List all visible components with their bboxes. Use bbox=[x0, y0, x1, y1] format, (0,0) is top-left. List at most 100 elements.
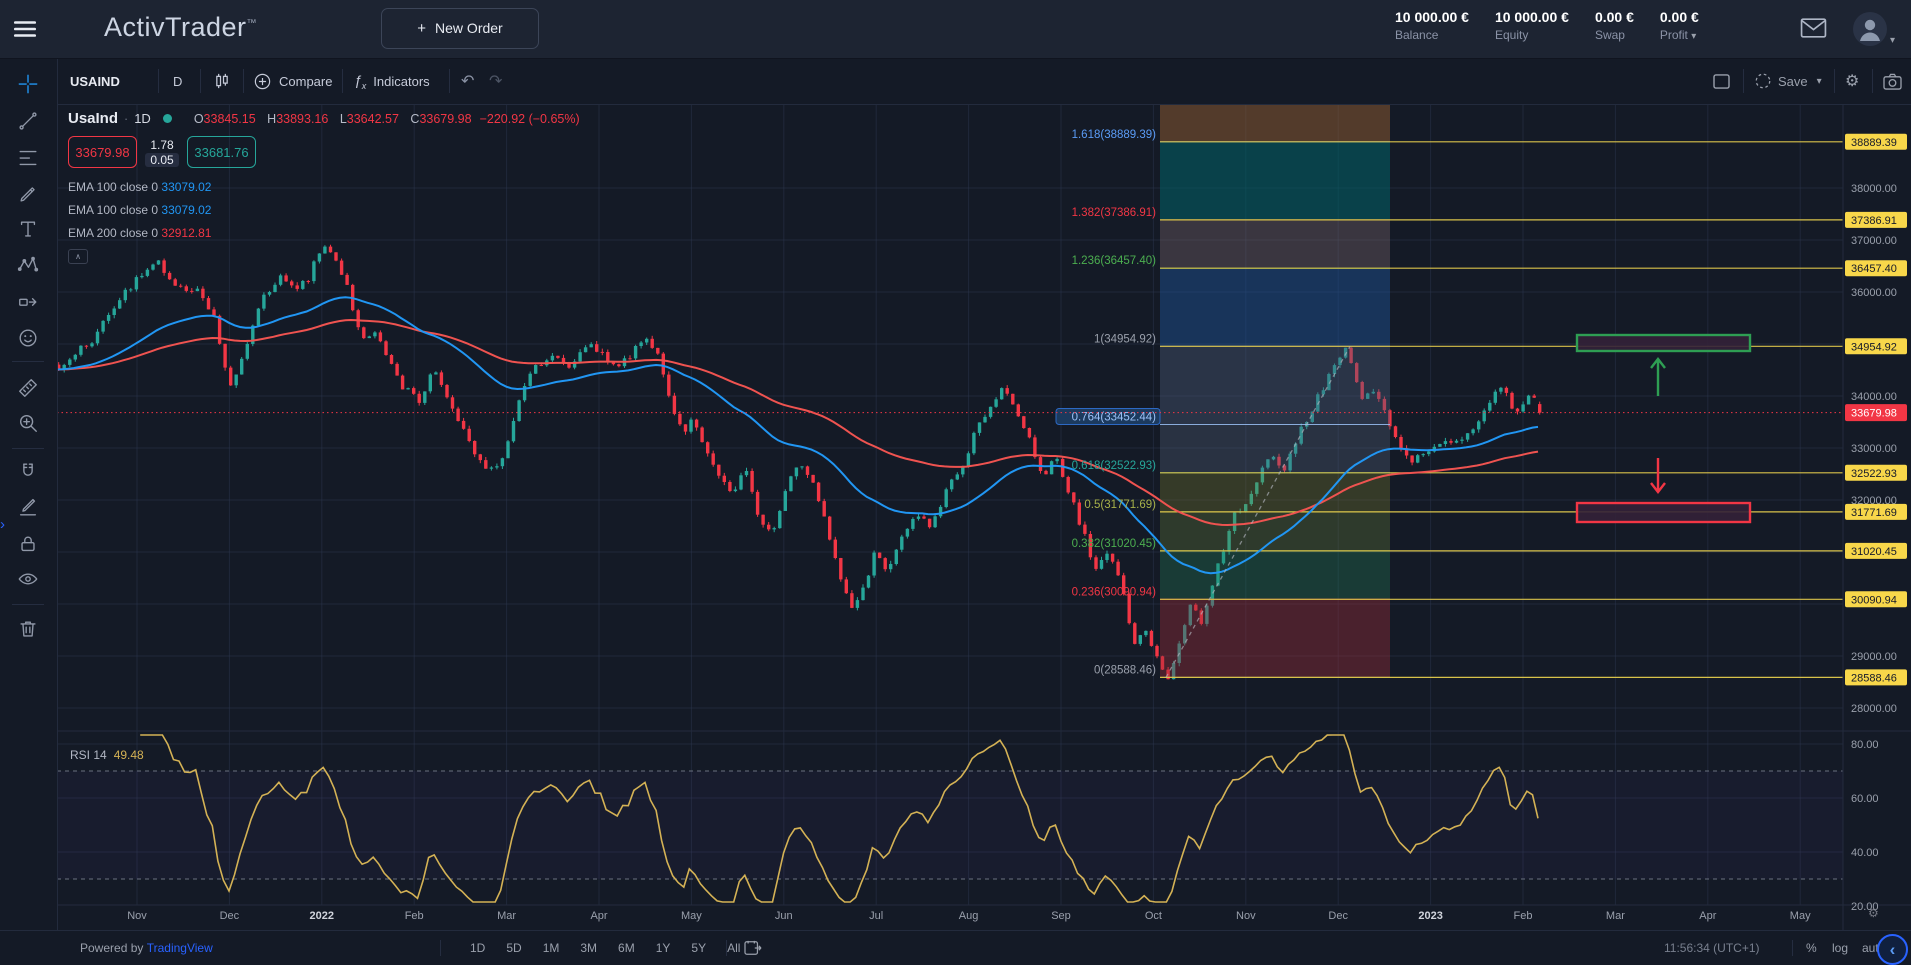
svg-text:Nov: Nov bbox=[127, 910, 147, 922]
clock[interactable]: 11:56:34 (UTC+1) bbox=[1664, 931, 1760, 965]
svg-text:32522.93: 32522.93 bbox=[1851, 468, 1897, 480]
emoji-icon[interactable] bbox=[14, 324, 42, 352]
svg-text:34000.00: 34000.00 bbox=[1851, 391, 1897, 403]
price-axis[interactable]: 38000.0037000.0036000.0034000.0033000.00… bbox=[1845, 134, 1907, 913]
svg-text:0.236(30090.94): 0.236(30090.94) bbox=[1072, 586, 1157, 598]
brush-icon[interactable] bbox=[14, 180, 42, 208]
svg-text:36000.00: 36000.00 bbox=[1851, 287, 1897, 299]
panel-expand-icon[interactable]: › bbox=[0, 516, 5, 533]
symbol-button[interactable]: USAIND bbox=[70, 58, 120, 104]
svg-text:Feb: Feb bbox=[1514, 910, 1533, 922]
equity-stat: 10 000.00 €Equity bbox=[1495, 9, 1569, 42]
indicator-legend: EMA 100 close 0 33079.02 EMA 100 close 0… bbox=[68, 176, 580, 245]
bottom-bar: Powered by TradingView 1D 5D 1M 3M 6M 1Y… bbox=[0, 930, 1911, 965]
divider bbox=[12, 604, 44, 605]
trade-zones[interactable] bbox=[1577, 335, 1750, 522]
goto-date-icon[interactable] bbox=[744, 931, 762, 965]
axis-settings-gear-icon[interactable]: ⚙ bbox=[1868, 906, 1879, 920]
svg-text:31771.69: 31771.69 bbox=[1851, 507, 1897, 519]
new-order-button[interactable]: +New Order bbox=[381, 8, 539, 49]
rsi-legend[interactable]: RSI 1449.48 bbox=[70, 748, 144, 762]
range-3m[interactable]: 3M bbox=[580, 941, 597, 955]
log-scale-button[interactable]: log bbox=[1832, 931, 1848, 965]
indicators-button[interactable]: ƒx Indicators bbox=[354, 58, 430, 104]
avatar[interactable]: ▾ bbox=[1852, 11, 1888, 47]
svg-text:Nov: Nov bbox=[1236, 910, 1256, 922]
drawing-toolbar bbox=[0, 58, 58, 930]
collapse-legend-button[interactable]: ∧ bbox=[68, 249, 88, 264]
percent-scale-button[interactable]: % bbox=[1806, 931, 1817, 965]
svg-text:36457.40: 36457.40 bbox=[1851, 263, 1897, 275]
range-all[interactable]: All bbox=[727, 941, 740, 955]
range-1d[interactable]: 1D bbox=[470, 941, 485, 955]
text-icon[interactable] bbox=[14, 215, 42, 243]
magnet-icon[interactable] bbox=[14, 458, 42, 486]
layout-icon[interactable] bbox=[1713, 58, 1730, 104]
chart-style-button[interactable] bbox=[212, 58, 232, 104]
svg-text:80.00: 80.00 bbox=[1851, 739, 1879, 751]
ema-row[interactable]: EMA 100 close 0 33079.02 bbox=[68, 199, 580, 222]
buy-button[interactable]: 33681.76 bbox=[187, 136, 256, 168]
mail-icon[interactable] bbox=[1800, 17, 1827, 39]
tradingview-link[interactable]: TradingView bbox=[147, 941, 213, 955]
separator: · bbox=[124, 112, 128, 126]
balance-stat: 10 000.00 €Balance bbox=[1395, 9, 1469, 42]
time-axis[interactable]: NovDec2022FebMarAprMayJunJulAugSepOctNov… bbox=[127, 910, 1811, 922]
menu-icon[interactable] bbox=[12, 16, 38, 42]
svg-text:May: May bbox=[681, 910, 702, 922]
undo-icon[interactable]: ↶ bbox=[461, 58, 474, 104]
svg-text:60.00: 60.00 bbox=[1851, 793, 1879, 805]
profit-stat[interactable]: 0.00 € Profit ▾ bbox=[1660, 9, 1699, 42]
rsi-band bbox=[57, 771, 1843, 879]
trash-icon[interactable] bbox=[14, 615, 42, 643]
ema-row[interactable]: EMA 100 close 0 33079.02 bbox=[68, 176, 580, 199]
svg-text:Mar: Mar bbox=[1606, 910, 1625, 922]
svg-text:28000.00: 28000.00 bbox=[1851, 703, 1897, 715]
spread: 1.78 0.05 bbox=[137, 138, 187, 167]
symbol-title[interactable]: UsaInd bbox=[68, 110, 118, 127]
settings-gear-icon[interactable]: ⚙ bbox=[1845, 58, 1859, 104]
range-5y[interactable]: 5Y bbox=[691, 941, 706, 955]
zoom-in-icon[interactable] bbox=[14, 409, 42, 437]
lock-icon[interactable] bbox=[14, 530, 42, 558]
activtrader-app: 1.618(38889.39)1.382(37386.91)1.236(3645… bbox=[0, 0, 1911, 965]
save-button[interactable]: Save ▾ bbox=[1754, 58, 1822, 104]
app-logo: ActivTrader™ bbox=[104, 12, 257, 43]
svg-text:40.00: 40.00 bbox=[1851, 847, 1879, 859]
interval-button[interactable]: D bbox=[173, 58, 182, 104]
change-value: −220.92 (−0.65%) bbox=[480, 112, 580, 126]
trend-line-icon[interactable] bbox=[14, 107, 42, 135]
svg-text:1.382(37386.91): 1.382(37386.91) bbox=[1072, 207, 1157, 219]
sell-button[interactable]: 33679.98 bbox=[68, 136, 137, 168]
crosshair-icon[interactable] bbox=[14, 70, 42, 98]
edit-icon[interactable] bbox=[14, 493, 42, 521]
collapse-panel-fab[interactable]: ‹ bbox=[1877, 934, 1908, 965]
range-5d[interactable]: 5D bbox=[506, 941, 521, 955]
forecast-icon[interactable] bbox=[14, 288, 42, 316]
chevron-down-icon: ▾ bbox=[1817, 76, 1822, 87]
eye-icon[interactable] bbox=[14, 565, 42, 593]
range-1m[interactable]: 1M bbox=[543, 941, 560, 955]
range-1y[interactable]: 1Y bbox=[656, 941, 671, 955]
fib-retracement-icon[interactable] bbox=[14, 144, 42, 172]
redo-icon[interactable]: ↷ bbox=[489, 58, 502, 104]
xabcd-pattern-icon[interactable] bbox=[14, 251, 42, 279]
svg-text:28588.46: 28588.46 bbox=[1851, 672, 1897, 684]
svg-text:34954.92: 34954.92 bbox=[1851, 341, 1897, 353]
compare-button[interactable]: Compare bbox=[253, 58, 332, 104]
svg-text:0.618(32522.93): 0.618(32522.93) bbox=[1072, 460, 1157, 472]
svg-text:Jul: Jul bbox=[869, 910, 883, 922]
chevron-down-icon: ▾ bbox=[1890, 35, 1895, 46]
fib-retracement-bands[interactable] bbox=[1160, 104, 1390, 677]
svg-text:0.5(31771.69): 0.5(31771.69) bbox=[1084, 499, 1156, 511]
svg-text:38000.00: 38000.00 bbox=[1851, 183, 1897, 195]
svg-text:38889.39: 38889.39 bbox=[1851, 137, 1897, 149]
svg-text:37386.91: 37386.91 bbox=[1851, 215, 1897, 227]
svg-text:2023: 2023 bbox=[1418, 910, 1442, 922]
ema-row[interactable]: EMA 200 close 0 32912.81 bbox=[68, 222, 580, 245]
range-6m[interactable]: 6M bbox=[618, 941, 635, 955]
chart-toolbar: USAIND D Compare ƒx Indicators ↶ ↷ Save … bbox=[57, 58, 1911, 105]
camera-icon[interactable] bbox=[1883, 58, 1902, 104]
ruler-icon[interactable] bbox=[14, 374, 42, 402]
svg-text:Aug: Aug bbox=[959, 910, 979, 922]
